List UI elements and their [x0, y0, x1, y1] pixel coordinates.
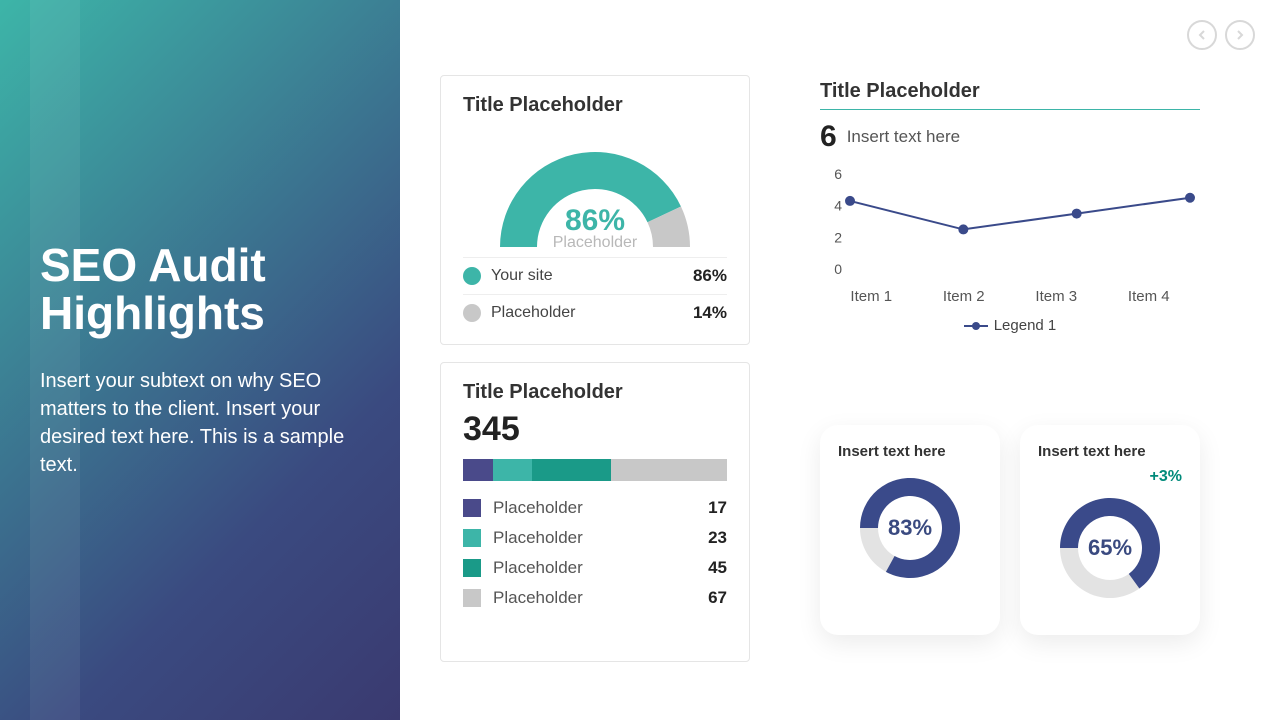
bar-legend-row: Placeholder 23: [463, 523, 727, 553]
bar-title: Title Placeholder: [463, 381, 727, 404]
gauge-card: Title Placeholder 86% Placeholder Your s…: [440, 75, 750, 345]
donut-card-2: Insert text here +3% 65%: [1020, 425, 1200, 635]
bar-legend-value: 23: [708, 528, 727, 548]
page-title: SEO Audit Highlights: [40, 241, 360, 338]
gauge-legend-row: Your site 86%: [463, 257, 727, 294]
gauge-title: Title Placeholder: [463, 94, 727, 117]
bar-legend-value: 45: [708, 558, 727, 578]
line-title: Title Placeholder: [820, 80, 1200, 110]
donut1-percent: 83%: [850, 468, 970, 588]
bar-legend-row: Placeholder 45: [463, 553, 727, 583]
gauge-chart: 86% Placeholder: [463, 127, 727, 257]
bar-legend-value: 67: [708, 588, 727, 608]
line-legend-label: Legend 1: [994, 317, 1057, 334]
bar-legend-row: Placeholder 17: [463, 493, 727, 523]
bar-legend-label: Placeholder: [493, 528, 583, 548]
donut2-title: Insert text here: [1038, 443, 1182, 460]
bar-segment: [493, 459, 533, 481]
bar-legend-value: 17: [708, 498, 727, 518]
donut-card-1: Insert text here 83%: [820, 425, 1000, 635]
bar-segment: [532, 459, 610, 481]
svg-text:6: 6: [834, 169, 842, 182]
gauge-legend-label: Placeholder: [491, 304, 576, 322]
x-axis-label: Item 4: [1128, 288, 1170, 305]
gauge-percent: 86%: [463, 204, 727, 238]
gauge-legend-value: 14%: [693, 303, 727, 323]
donut1-chart: 83%: [850, 468, 970, 588]
bar-legend-label: Placeholder: [493, 498, 583, 518]
donut1-title: Insert text here: [838, 443, 982, 460]
line-sub-number: 6: [820, 120, 837, 154]
nav-arrows: [1187, 20, 1255, 50]
svg-text:2: 2: [834, 229, 842, 245]
bar-card: Title Placeholder 345 Placeholder17Place…: [440, 362, 750, 662]
x-axis-label: Item 1: [850, 288, 892, 305]
donut2-chart: 65%: [1050, 488, 1170, 608]
page-subtext: Insert your subtext on why SEO matters t…: [40, 367, 360, 479]
stacked-bar: [463, 459, 727, 481]
svg-text:0: 0: [834, 261, 842, 277]
x-axis-label: Item 3: [1035, 288, 1077, 305]
next-arrow-icon[interactable]: [1225, 20, 1255, 50]
line-chart-block: Title Placeholder 6 Insert text here 0 2 4…: [820, 80, 1200, 334]
gauge-legend-value: 86%: [693, 266, 727, 286]
x-axis-label: Item 2: [943, 288, 985, 305]
sidebar: SEO Audit Highlights Insert your subtext…: [0, 0, 400, 720]
gauge-sublabel: Placeholder: [463, 234, 727, 252]
svg-text:4: 4: [834, 198, 842, 214]
bar-segment: [463, 459, 493, 481]
bar-legend-label: Placeholder: [493, 588, 583, 608]
line-legend: Legend 1: [820, 317, 1200, 334]
bar-segment: [611, 459, 727, 481]
donut2-percent: 65%: [1050, 488, 1170, 608]
line-sub-text: Insert text here: [847, 127, 960, 147]
prev-arrow-icon[interactable]: [1187, 20, 1217, 50]
bar-legend-label: Placeholder: [493, 558, 583, 578]
gauge-legend-row: Placeholder 14%: [463, 294, 727, 331]
donut2-delta: +3%: [1038, 468, 1182, 486]
line-chart: 0 2 4 6: [820, 169, 1200, 279]
bar-total: 345: [463, 410, 727, 449]
gauge-legend-label: Your site: [491, 267, 553, 285]
bar-legend-row: Placeholder 67: [463, 583, 727, 613]
